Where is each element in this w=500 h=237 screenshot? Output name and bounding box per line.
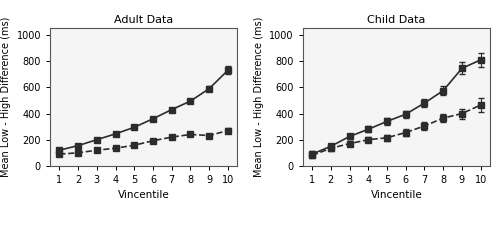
X-axis label: Vincentile: Vincentile xyxy=(370,191,422,201)
Y-axis label: Mean Low - High Difference (ms): Mean Low - High Difference (ms) xyxy=(1,17,11,177)
Y-axis label: Mean Low - High Difference (ms): Mean Low - High Difference (ms) xyxy=(254,17,264,177)
Title: Adult Data: Adult Data xyxy=(114,15,173,25)
X-axis label: Vincentile: Vincentile xyxy=(118,191,170,201)
Title: Child Data: Child Data xyxy=(367,15,426,25)
